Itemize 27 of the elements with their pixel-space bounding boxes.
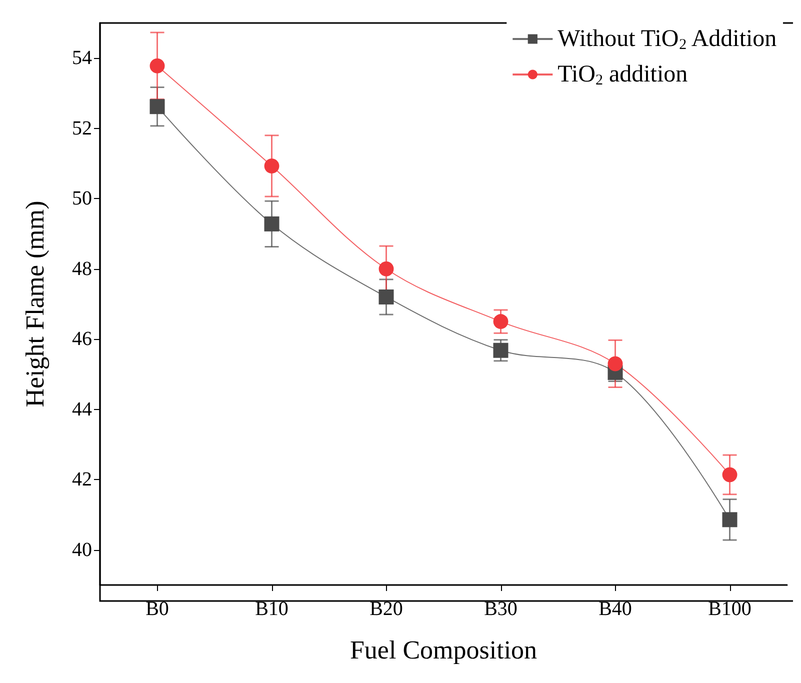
point bbox=[150, 99, 165, 114]
point bbox=[150, 58, 165, 74]
y-tick-label: 46 bbox=[72, 328, 92, 350]
y-tick-label: 42 bbox=[72, 468, 92, 491]
x-tick-label: B20 bbox=[370, 598, 403, 620]
point bbox=[722, 512, 738, 528]
point bbox=[493, 342, 508, 358]
y-axis-title: Height Flame (mm) bbox=[20, 200, 50, 408]
x-tick-label: B30 bbox=[484, 598, 518, 620]
point bbox=[264, 216, 280, 232]
y-tick-label: 52 bbox=[72, 117, 92, 140]
y-tick-label: 44 bbox=[72, 398, 92, 420]
x-tick-label: B0 bbox=[146, 598, 169, 620]
x-tick-label: B40 bbox=[598, 598, 632, 620]
x-axis-title: Fuel Composition bbox=[350, 636, 538, 664]
y-tick-label: 48 bbox=[72, 258, 92, 280]
point bbox=[493, 314, 508, 330]
point bbox=[378, 261, 394, 276]
point bbox=[608, 356, 623, 372]
point bbox=[378, 289, 394, 304]
x-tick-label: B10 bbox=[255, 598, 288, 620]
point bbox=[264, 158, 280, 174]
y-tick-label: 40 bbox=[72, 538, 92, 561]
x-tick-label: B100 bbox=[708, 598, 752, 620]
y-tick-label: 50 bbox=[72, 188, 92, 210]
y-tick-label: 54 bbox=[72, 47, 92, 70]
point bbox=[722, 467, 738, 482]
